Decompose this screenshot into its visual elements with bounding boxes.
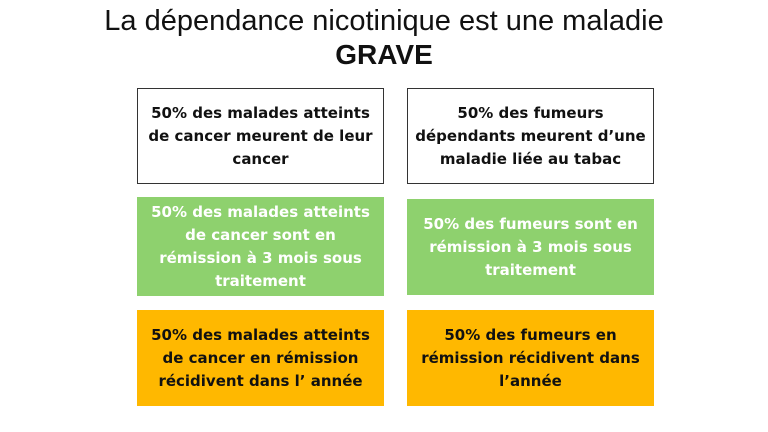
box-cancer-relapse: 50% des malades atteints de cancer en ré… <box>137 310 384 406</box>
slide-title: La dépendance nicotinique est une maladi… <box>104 5 664 37</box>
box-cancer-death: 50% des malades atteints de cancer meure… <box>137 88 384 184</box>
box-smoker-remission-text: 50% des fumeurs sont en rémission à 3 mo… <box>423 214 638 279</box>
box-smoker-remission: 50% des fumeurs sont en rémission à 3 mo… <box>407 199 654 295</box>
box-smoker-death: 50% des fumeurs dépendants meurent d’une… <box>407 88 654 184</box>
box-smoker-relapse: 50% des fumeurs en rémission récidivent … <box>407 310 654 406</box>
box-cancer-relapse-text: 50% des malades atteints de cancer en ré… <box>151 325 370 390</box>
box-cancer-remission-text: 50% des malades atteints de cancer sont … <box>151 202 370 290</box>
box-smoker-relapse-text: 50% des fumeurs en rémission récidivent … <box>421 325 640 390</box>
slide-title-emphasis: GRAVE <box>335 39 433 70</box>
box-cancer-death-text: 50% des malades atteints de cancer meure… <box>148 103 373 168</box>
box-cancer-remission: 50% des malades atteints de cancer sont … <box>137 197 384 296</box>
box-smoker-death-text: 50% des fumeurs dépendants meurent d’une… <box>415 103 646 168</box>
